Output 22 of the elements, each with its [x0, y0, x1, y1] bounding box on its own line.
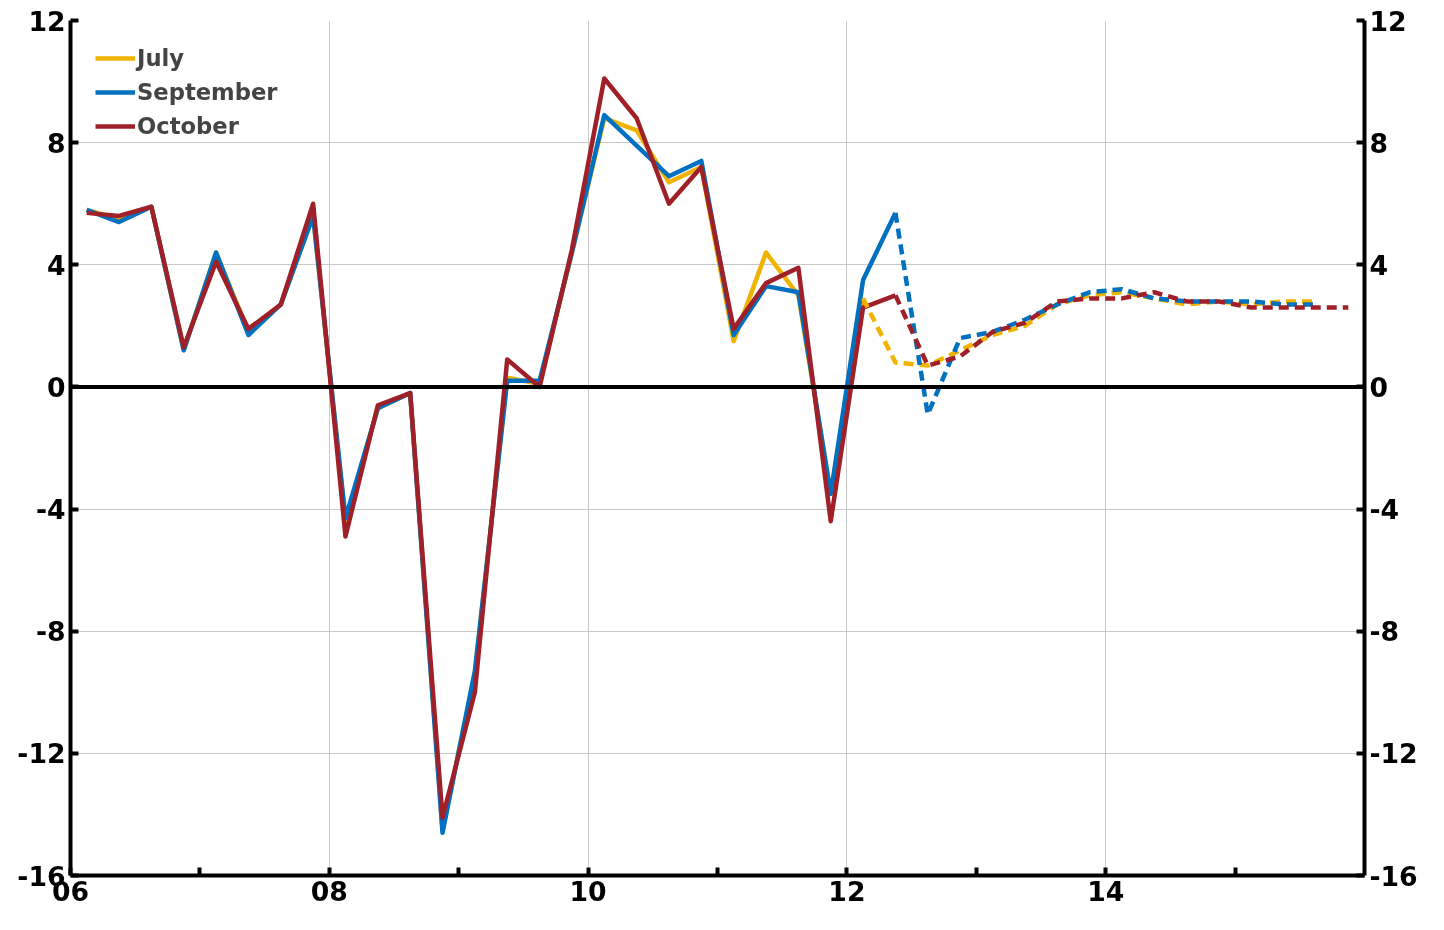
y2-tick-label: 8 — [1369, 127, 1389, 159]
y2-tick-label: -8 — [1369, 616, 1400, 648]
y-tick-label: 8 — [46, 127, 66, 159]
y2-tick-label: 4 — [1369, 249, 1389, 281]
y-tick-label: 0 — [46, 371, 66, 403]
legend-label: July — [137, 45, 185, 71]
x-tick-label: 14 — [1087, 875, 1125, 907]
y-tick-label: 12 — [28, 5, 66, 37]
x-tick-label: 12 — [828, 875, 866, 907]
legend-label: October — [137, 113, 239, 139]
y2-tick-label: -4 — [1369, 494, 1400, 526]
x-tick-label: 10 — [569, 875, 607, 907]
legend-label: September — [137, 79, 278, 105]
y2-tick-label: -12 — [1369, 738, 1418, 770]
y-tick-label: -4 — [35, 494, 66, 526]
x-tick-label: 08 — [310, 875, 348, 907]
y2-tick-label: 12 — [1369, 5, 1407, 37]
y-tick-label: -12 — [17, 738, 66, 770]
y2-tick-label: -16 — [1369, 860, 1418, 892]
y-tick-label: -8 — [35, 616, 66, 648]
y-tick-label: 4 — [46, 249, 66, 281]
y2-tick-label: 0 — [1369, 371, 1389, 403]
